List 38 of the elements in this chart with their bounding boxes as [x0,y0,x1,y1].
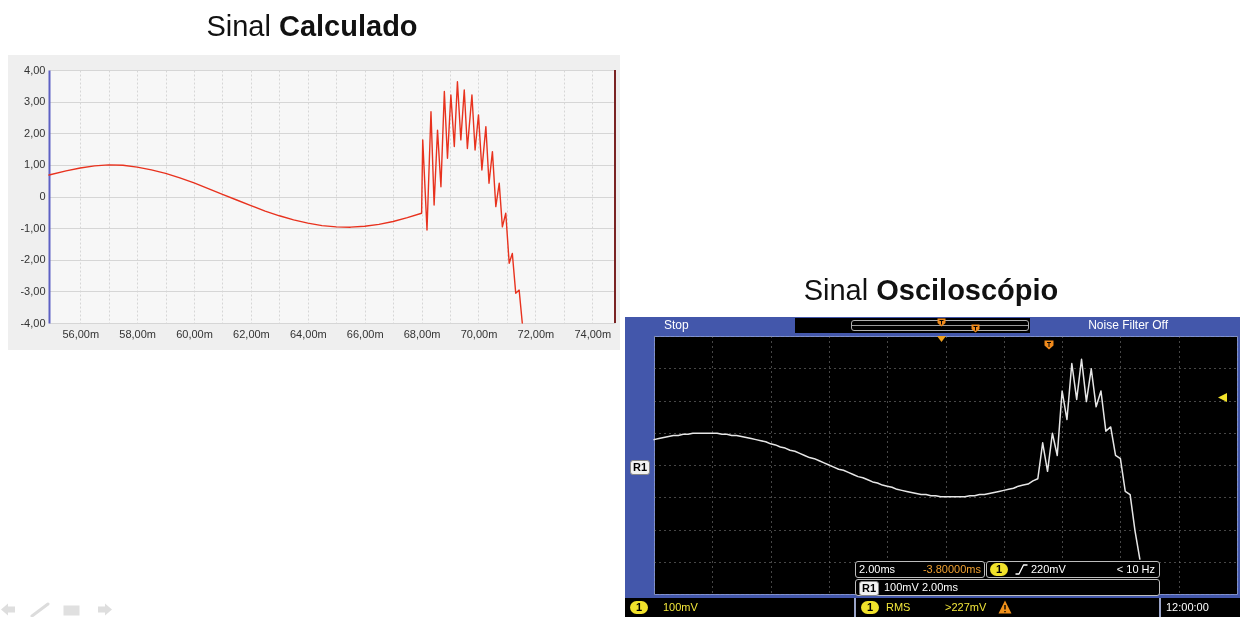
text: R1 [859,581,880,596]
text: 1 [861,601,880,614]
text: Stop [664,318,689,332]
y-tick-label: 4,00 [24,63,46,76]
y-tick-label: 1,00 [24,158,46,171]
x-tick-label: 68,00m [403,327,441,340]
x-tick-label: 66,00m [346,327,384,340]
y-tick-label: 0 [39,190,46,202]
text: 220mV [1031,563,1066,576]
text: RMS [886,601,911,614]
line-series [48,81,523,324]
text: < 10 Hz [1116,563,1155,576]
chart-title: Sinal Calculado [206,10,418,42]
text: 12:00:00 [1166,601,1209,614]
text: 100mV [663,601,698,614]
y-tick-label: -4,00 [20,316,46,329]
x-tick-label: 60,00m [176,327,213,340]
y-tick-label: -2,00 [20,253,46,266]
x-tick-label: 70,00m [460,327,498,340]
text: -3.80000ms [922,563,981,576]
y-tick-label: 2,00 [24,126,46,139]
chart-title: Sinal Osciloscópio [803,274,1059,306]
text: >227mV [945,601,987,614]
text: 2.00ms [859,563,896,576]
text: 1 [990,563,1009,576]
x-tick-label: 58,00m [119,327,157,340]
x-tick-label: 64,00m [289,327,327,340]
text: 100mV 2.00ms [884,581,958,594]
text: R1 [630,460,651,475]
y-tick-label: -3,00 [20,284,46,297]
x-tick-label: 72,00m [517,327,555,340]
x-tick-label: 74,00m [574,327,612,340]
text: Noise Filter Off [1088,318,1168,332]
x-tick-label: 56,00m [62,327,100,340]
text: 1 [630,601,649,614]
y-tick-label: -1,00 [20,221,46,234]
x-tick-label: 62,00m [233,327,270,340]
y-tick-label: 3,00 [24,95,46,108]
